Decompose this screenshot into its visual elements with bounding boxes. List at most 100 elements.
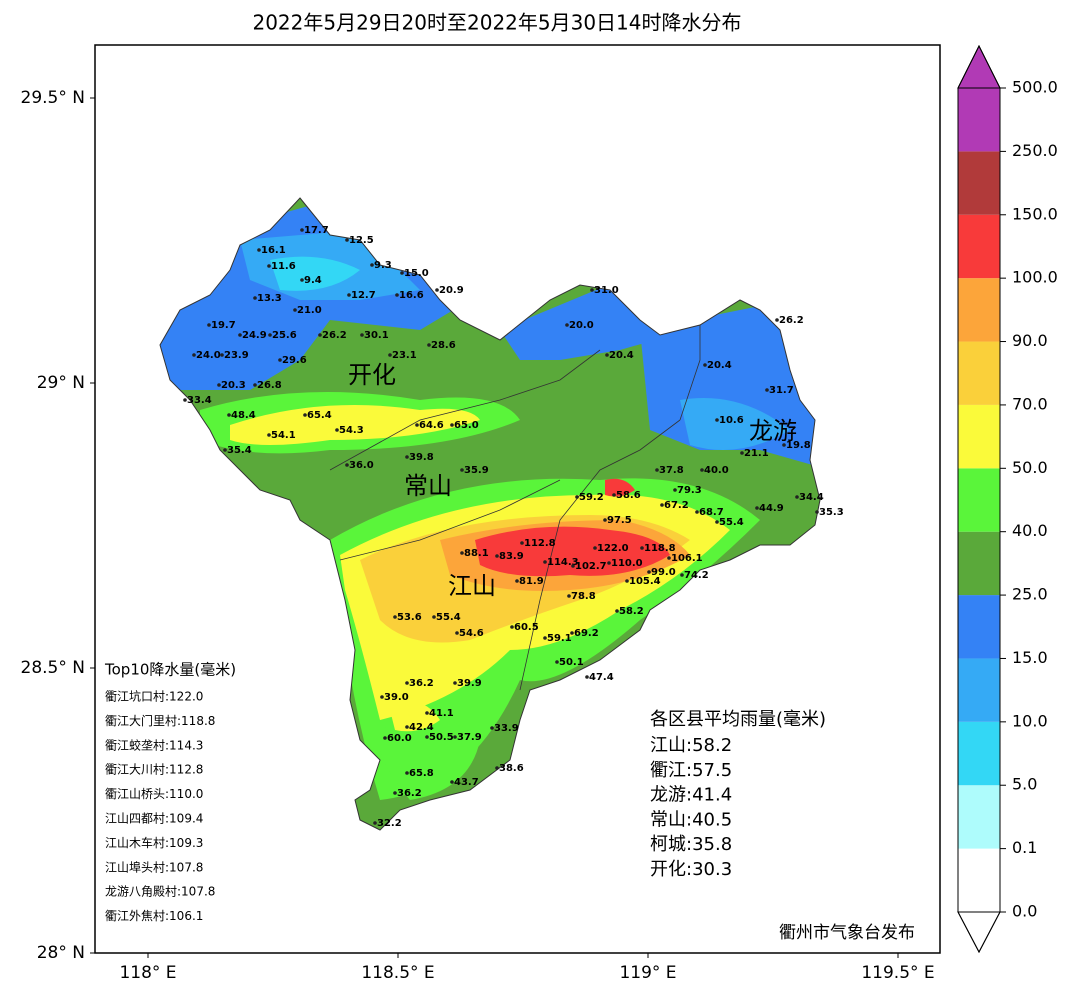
station-dot: [585, 675, 589, 679]
average-item: 柯城:35.8: [650, 834, 732, 855]
station-value: 12.5: [349, 235, 374, 246]
station-value: 35.3: [819, 507, 844, 518]
station-value: 36.2: [397, 788, 422, 799]
station-dot: [207, 323, 211, 327]
station-dot: [253, 383, 257, 387]
colorbar-tick-label: 500.0: [1012, 78, 1058, 97]
station-dot: [395, 293, 399, 297]
colorbar-segment: [958, 785, 1000, 849]
top10-item: 衢江坑口村:122.0: [105, 689, 203, 704]
station-dot: [640, 546, 644, 550]
station-value: 16.6: [399, 290, 424, 301]
station-value: 43.7: [454, 777, 479, 788]
station-value: 110.0: [611, 558, 643, 569]
station-value: 20.3: [221, 380, 246, 391]
station-value: 16.1: [261, 245, 286, 256]
station-dot: [300, 278, 304, 282]
station-value: 20.4: [609, 350, 634, 361]
colorbar-tick-label: 10.0: [1012, 711, 1048, 730]
station-value: 37.9: [457, 732, 482, 743]
station-value: 21.0: [297, 305, 322, 316]
map-frame: [94, 44, 941, 954]
station-dot: [425, 711, 429, 715]
colorbar-tick-label: 100.0: [1012, 268, 1058, 287]
station-value: 67.2: [664, 500, 689, 511]
colorbar-segment: [958, 214, 1000, 279]
station-value: 36.0: [349, 460, 374, 471]
station-dot: [570, 631, 574, 635]
station-dot: [782, 443, 786, 447]
station-dot: [715, 520, 719, 524]
publisher: 衢州市气象台发布: [779, 922, 915, 943]
station-value: 50.5: [429, 732, 454, 743]
top10-title: Top10降水量(毫米): [104, 661, 236, 679]
top10-item: 江山四都村:109.4: [105, 812, 203, 826]
station-dot: [450, 423, 454, 427]
station-value: 13.3: [257, 293, 282, 304]
station-dot: [345, 463, 349, 467]
station-value: 35.4: [227, 445, 252, 456]
station-value: 32.2: [377, 818, 402, 829]
station-value: 26.2: [322, 330, 347, 341]
station-value: 20.9: [439, 285, 464, 296]
station-value: 78.8: [571, 591, 596, 602]
station-value: 118.8: [644, 543, 676, 554]
station-dot: [347, 293, 351, 297]
station-dot: [405, 681, 409, 685]
station-dot: [655, 468, 659, 472]
top10-item: 江山埠头村:107.8: [105, 860, 203, 874]
station-value: 44.9: [759, 503, 784, 514]
colorbar-tick-label: 50.0: [1012, 458, 1048, 477]
station-dot: [775, 318, 779, 322]
station-dot: [303, 413, 307, 417]
colorbar-segment: [958, 341, 1000, 405]
top10-item: 衢江蛟垄村:114.3: [105, 737, 203, 752]
colorbar-segment: [958, 151, 1000, 215]
top10-item: 龙游八角殿村:107.8: [105, 885, 215, 899]
station-dot: [593, 546, 597, 550]
station-dot: [567, 594, 571, 598]
station-value: 34.4: [799, 492, 824, 503]
station-dot: [268, 333, 272, 337]
station-value: 47.4: [589, 672, 614, 683]
station-dot: [575, 495, 579, 499]
station-dot: [460, 468, 464, 472]
station-value: 81.9: [519, 576, 544, 587]
station-value: 105.4: [629, 576, 661, 587]
station-dot: [625, 579, 629, 583]
county-border: [679, 325, 701, 421]
top10-item: 江山木车村:109.3: [105, 835, 203, 850]
station-dot: [647, 570, 651, 574]
station-dot: [495, 766, 499, 770]
station-dot: [183, 398, 187, 402]
station-dot: [405, 771, 409, 775]
station-value: 29.6: [282, 355, 307, 366]
colorbar-tick-label: 70.0: [1012, 394, 1048, 413]
station-dot: [795, 495, 799, 499]
station-value: 60.5: [514, 622, 539, 633]
colorbar-segment: [958, 848, 1000, 912]
colorbar-segment: [958, 721, 1000, 786]
station-value: 31.0: [594, 285, 619, 296]
station-value: 53.6: [397, 612, 422, 623]
station-value: 68.7: [699, 507, 724, 518]
colorbar-tick-label: 150.0: [1012, 204, 1058, 223]
station-value: 65.0: [454, 420, 479, 431]
station-dot: [383, 736, 387, 740]
average-item: 江山:58.2: [650, 735, 732, 756]
top10-item: 衢江山桥头:110.0: [105, 787, 203, 801]
station-value: 39.8: [409, 452, 434, 463]
station-dot: [435, 288, 439, 292]
top10-item: 衢江大川村:112.8: [105, 763, 203, 777]
station-dot: [415, 423, 419, 427]
station-dot: [605, 353, 609, 357]
station-value: 122.0: [597, 543, 629, 554]
station-value: 20.0: [569, 320, 594, 331]
station-dot: [510, 625, 514, 629]
station-value: 39.9: [457, 678, 482, 689]
station-dot: [405, 725, 409, 729]
colorbar-tick-label: 15.0: [1012, 648, 1048, 667]
y-tick-label: 28.5° N: [21, 658, 85, 678]
map-title: 2022年5月29日20时至2022年5月30日14时降水分布: [252, 11, 741, 35]
station-dot: [603, 518, 607, 522]
